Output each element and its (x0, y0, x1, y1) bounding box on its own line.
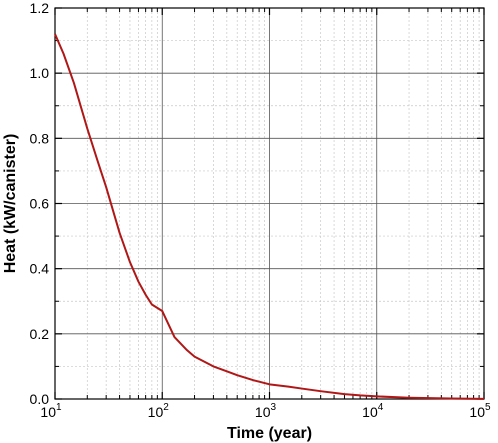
x-tick-label: 101 (40, 402, 62, 420)
y-tick-label: 0.6 (30, 196, 50, 212)
y-tick-label: 1.0 (30, 65, 50, 81)
x-tick-label-base: 10 (40, 404, 56, 420)
x-tick-label-base: 10 (469, 404, 485, 420)
series-layer (54, 33, 485, 400)
y-tick-label: 0.2 (30, 326, 50, 342)
x-tick-label: 104 (362, 402, 384, 420)
y-tick-label: 0.4 (30, 261, 50, 277)
axis-ticks (54, 7, 485, 400)
x-tick-label: 103 (255, 402, 277, 420)
x-tick-label: 102 (148, 402, 170, 420)
x-tick-label-exponent: 4 (378, 402, 384, 413)
y-tick-labels: 0.0 0.2 0.4 0.6 0.8 1.0 1.2 (30, 0, 50, 407)
x-tick-label-exponent: 5 (485, 402, 491, 413)
x-axis-title: Time (year) (227, 425, 312, 442)
x-tick-label-base: 10 (148, 404, 164, 420)
series-line (54, 33, 485, 400)
x-tick-label-base: 10 (362, 404, 378, 420)
x-tick-label: 105 (469, 402, 491, 420)
y-axis-title: Heat (kW/canister) (2, 134, 19, 274)
x-tick-label-exponent: 1 (56, 402, 62, 413)
x-tick-label-exponent: 2 (163, 402, 169, 413)
x-tick-label-exponent: 3 (271, 402, 277, 413)
x-tick-label-base: 10 (255, 404, 271, 420)
y-tick-label: 0.0 (30, 391, 50, 407)
x-tick-labels: 101 102 103 104 105 (40, 402, 491, 420)
major-gridlines (55, 8, 484, 399)
y-tick-label: 1.2 (30, 0, 50, 16)
y-tick-label: 0.8 (30, 130, 50, 146)
